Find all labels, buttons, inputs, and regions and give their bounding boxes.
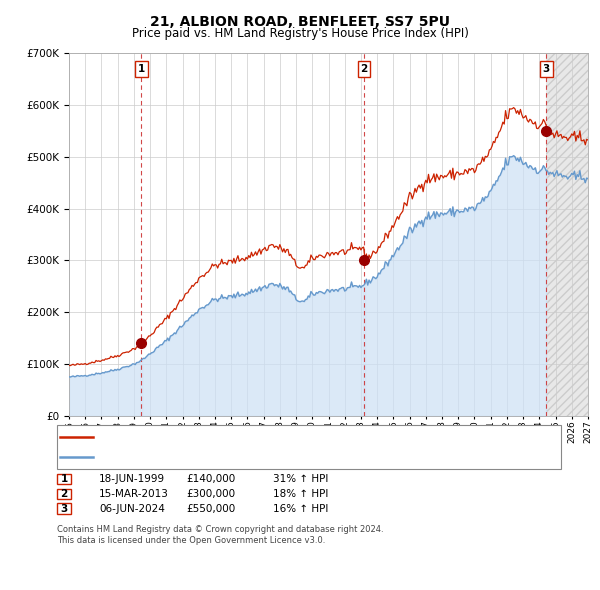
Text: HPI: Average price, detached house, Castle Point: HPI: Average price, detached house, Cast… (98, 452, 337, 461)
Text: £140,000: £140,000 (186, 474, 235, 484)
Text: Price paid vs. HM Land Registry's House Price Index (HPI): Price paid vs. HM Land Registry's House … (131, 27, 469, 40)
Text: 16% ↑ HPI: 16% ↑ HPI (273, 504, 328, 513)
Text: £300,000: £300,000 (186, 489, 235, 499)
Text: 1: 1 (61, 474, 68, 484)
Text: 31% ↑ HPI: 31% ↑ HPI (273, 474, 328, 484)
Text: 2: 2 (361, 64, 368, 74)
Text: 1: 1 (138, 64, 145, 74)
Text: 18-JUN-1999: 18-JUN-1999 (99, 474, 165, 484)
Text: 3: 3 (542, 64, 550, 74)
Text: 06-JUN-2024: 06-JUN-2024 (99, 504, 165, 513)
Text: 21, ALBION ROAD, BENFLEET, SS7 5PU: 21, ALBION ROAD, BENFLEET, SS7 5PU (150, 15, 450, 29)
Text: 2: 2 (61, 489, 68, 499)
Text: 18% ↑ HPI: 18% ↑ HPI (273, 489, 328, 499)
Text: 3: 3 (61, 504, 68, 513)
Text: This data is licensed under the Open Government Licence v3.0.: This data is licensed under the Open Gov… (57, 536, 325, 545)
Text: £550,000: £550,000 (186, 504, 235, 513)
Text: Contains HM Land Registry data © Crown copyright and database right 2024.: Contains HM Land Registry data © Crown c… (57, 525, 383, 534)
Text: 21, ALBION ROAD, BENFLEET, SS7 5PU (detached house): 21, ALBION ROAD, BENFLEET, SS7 5PU (deta… (98, 432, 377, 442)
Text: 15-MAR-2013: 15-MAR-2013 (99, 489, 169, 499)
Bar (547, 53, 588, 416)
